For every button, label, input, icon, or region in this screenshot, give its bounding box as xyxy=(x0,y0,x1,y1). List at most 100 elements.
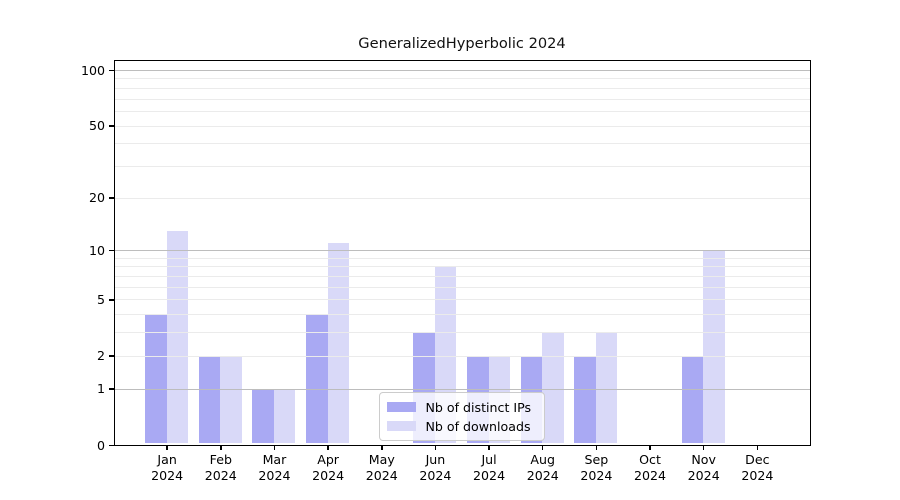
x-tick-label: Jun 2024 xyxy=(407,452,463,483)
x-tick-month: Aug xyxy=(530,452,556,467)
gridline-minor xyxy=(114,165,810,167)
bar-downloads xyxy=(542,332,564,444)
bar-distinct-ips xyxy=(145,314,167,444)
gridline-minor xyxy=(114,257,810,259)
legend-item: Nb of distinct IPs xyxy=(386,399,536,416)
gridline-minor xyxy=(114,110,810,112)
x-tick-year: 2024 xyxy=(634,467,667,483)
gridline-minor xyxy=(114,197,810,199)
gridline-major xyxy=(114,250,810,252)
x-tick-year: 2024 xyxy=(204,467,237,483)
x-tick-mark xyxy=(595,445,598,450)
bar-distinct-ips xyxy=(574,355,596,444)
x-tick-label: Sep 2024 xyxy=(568,452,624,483)
x-tick-mark xyxy=(220,445,222,450)
y-tick-label: 100 xyxy=(80,62,105,78)
x-tick-month: Apr xyxy=(317,452,339,467)
gridline-minor xyxy=(114,87,810,89)
y-tick-mark xyxy=(109,444,114,447)
x-tick-label: Aug 2024 xyxy=(515,452,571,483)
x-tick-mark xyxy=(649,445,651,450)
x-tick-year: 2024 xyxy=(312,467,345,483)
legend-swatch-distinct-ips xyxy=(386,401,416,413)
x-tick-month: Feb xyxy=(209,452,232,467)
y-tick-label: 5 xyxy=(96,291,105,307)
x-tick-year: 2024 xyxy=(151,467,184,483)
x-tick-mark xyxy=(541,445,544,450)
x-tick-label: Nov 2024 xyxy=(676,452,732,483)
y-tick-label: 2 xyxy=(96,348,105,364)
x-tick-label: Mar 2024 xyxy=(246,452,302,483)
x-tick-year: 2024 xyxy=(473,467,506,483)
legend-label: Nb of downloads xyxy=(425,418,531,434)
chart-title: GeneralizedHyperbolic 2024 xyxy=(358,35,566,52)
x-tick-month: Jan xyxy=(157,452,177,467)
gridline-minor xyxy=(114,266,810,268)
x-tick-month: Jul xyxy=(481,452,497,467)
gridline-major xyxy=(114,70,810,72)
bar-downloads xyxy=(327,243,350,444)
x-tick-month: May xyxy=(368,452,395,467)
y-tick-mark xyxy=(109,249,114,252)
x-tick-year: 2024 xyxy=(526,467,559,483)
x-tick-month: Sep xyxy=(584,452,609,467)
gridline-minor xyxy=(114,299,810,301)
y-tick-label: 0 xyxy=(96,437,105,453)
gridline-minor xyxy=(114,332,810,334)
x-tick-year: 2024 xyxy=(258,467,291,483)
x-tick-mark xyxy=(488,445,490,450)
x-tick-year: 2024 xyxy=(580,467,613,483)
gridlines-layer xyxy=(114,61,810,445)
x-tick-label: May 2024 xyxy=(354,452,410,483)
x-tick-mark xyxy=(327,445,329,450)
x-tick-year: 2024 xyxy=(365,467,398,483)
x-tick-month: Mar xyxy=(262,452,287,467)
x-tick-label: Oct 2024 xyxy=(622,452,678,483)
bar-downloads xyxy=(595,332,618,444)
y-tick-mark xyxy=(109,69,114,72)
gridline-minor xyxy=(114,98,810,100)
gridline-minor xyxy=(114,143,810,145)
plot-area xyxy=(113,60,811,446)
x-tick-label: Jan 2024 xyxy=(139,452,195,483)
x-tick-mark xyxy=(756,445,759,450)
legend-label: Nb of distinct IPs xyxy=(425,399,532,415)
y-tick-mark xyxy=(109,355,114,357)
y-tick-mark xyxy=(109,125,114,127)
x-tick-label: Jul 2024 xyxy=(461,452,517,483)
x-tick-label: Feb 2024 xyxy=(193,452,249,483)
y-tick-label: 10 xyxy=(88,242,105,258)
y-tick-label: 20 xyxy=(88,190,105,206)
x-tick-month: Jun xyxy=(425,452,446,467)
y-tick-mark xyxy=(109,197,114,199)
x-tick-month: Dec xyxy=(745,452,770,467)
x-tick-mark xyxy=(702,445,705,450)
x-tick-label: Dec 2024 xyxy=(729,452,785,483)
gridline-minor xyxy=(114,314,810,316)
bar-distinct-ips xyxy=(252,388,274,444)
x-tick-mark xyxy=(381,445,383,450)
x-tick-month: Nov xyxy=(691,452,716,467)
x-tick-mark xyxy=(273,445,276,450)
y-tick-mark xyxy=(109,299,114,301)
bar-distinct-ips xyxy=(198,355,221,444)
bar-downloads xyxy=(220,355,242,444)
legend-swatch-downloads xyxy=(386,420,416,432)
x-tick-year: 2024 xyxy=(741,467,774,483)
x-tick-mark xyxy=(434,445,437,450)
x-tick-mark xyxy=(166,445,168,450)
gridline-minor xyxy=(114,78,810,80)
bar-downloads xyxy=(166,230,189,444)
bar-distinct-ips xyxy=(306,314,328,444)
y-tick-mark xyxy=(109,388,114,390)
gridline-minor xyxy=(114,125,810,127)
legend-item: Nb of downloads xyxy=(386,418,536,435)
y-tick-label: 50 xyxy=(88,118,105,134)
legend: Nb of distinct IPs Nb of downloads xyxy=(378,391,545,441)
gridline-minor xyxy=(114,276,810,278)
x-tick-year: 2024 xyxy=(687,467,720,483)
y-tick-label: 1 xyxy=(96,381,105,397)
x-tick-month: Oct xyxy=(639,452,661,467)
x-tick-year: 2024 xyxy=(419,467,452,483)
